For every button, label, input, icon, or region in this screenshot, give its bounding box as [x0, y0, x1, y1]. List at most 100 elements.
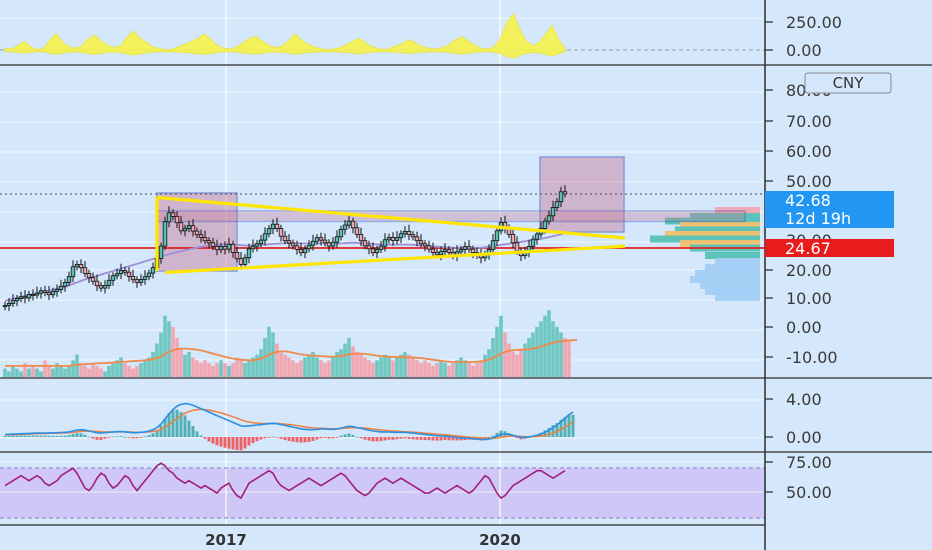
volume-bar: [559, 332, 563, 377]
candle: [174, 215, 180, 224]
candle: [206, 240, 212, 244]
macd-y-tick: 4.00: [786, 390, 822, 409]
volume-bar: [3, 368, 7, 377]
macd-histogram-bar: [551, 425, 555, 437]
macd-histogram-bar: [291, 437, 295, 442]
macd-histogram-bar: [335, 437, 339, 438]
volume-bar: [275, 343, 279, 377]
volume-bar: [423, 360, 427, 377]
x-tick-label: 2020: [479, 531, 521, 549]
volume-bar: [95, 365, 99, 377]
macd-histogram-bar: [131, 437, 135, 439]
macd-histogram-bar: [343, 434, 347, 437]
volume-bar: [487, 349, 491, 377]
candle: [558, 191, 564, 203]
range-box: [539, 156, 625, 233]
volume-bar: [319, 360, 323, 377]
volume-profile-bar: [705, 264, 760, 271]
macd-histogram-bar: [439, 437, 443, 441]
macd-histogram-bar: [383, 437, 387, 441]
macd-histogram-bar: [247, 437, 251, 446]
macd-histogram-bar: [287, 437, 291, 441]
candle: [158, 245, 164, 259]
macd-histogram-bar: [283, 437, 287, 441]
volume-bar: [287, 357, 291, 377]
candle: [490, 240, 496, 250]
macd-histogram-bar: [307, 437, 311, 442]
macd-histogram-bar: [327, 437, 331, 439]
macd-histogram-bar: [263, 437, 267, 439]
candle: [442, 249, 448, 252]
price-y-tick: 50.00: [786, 172, 832, 191]
candle: [54, 289, 60, 292]
candle: [218, 245, 224, 251]
candle: [462, 246, 468, 250]
macd-histogram-bar: [231, 437, 235, 450]
macd-histogram-bar: [11, 435, 15, 437]
candle: [554, 201, 560, 208]
volume-bar: [291, 360, 295, 377]
candle: [10, 300, 16, 304]
volume-bar: [503, 332, 507, 377]
price-y-tick: 60.00: [786, 142, 832, 161]
volume-bar: [71, 360, 75, 377]
candle: [238, 258, 244, 265]
candle: [74, 263, 80, 268]
candle: [70, 266, 76, 278]
candle: [210, 242, 216, 247]
macd-histogram-bar: [515, 437, 519, 438]
currency-label: CNY: [833, 74, 865, 92]
candle: [542, 220, 548, 229]
candle: [298, 248, 304, 254]
macd-histogram-bar: [7, 435, 11, 437]
volume-bar: [187, 351, 191, 377]
volume-bar: [247, 360, 251, 377]
candle: [58, 285, 64, 290]
candle: [250, 245, 256, 250]
macd-signal-line: [4, 408, 574, 440]
volume-bar: [387, 357, 391, 377]
rsi-y-tick: 50.00: [786, 483, 832, 502]
macd-histogram-bar: [387, 437, 391, 440]
macd-histogram-bar: [319, 437, 323, 439]
macd-histogram-bar: [191, 426, 195, 437]
volume-bar: [135, 365, 139, 377]
macd-histogram-bar: [35, 435, 39, 437]
oscillator-area: [4, 12, 566, 59]
macd-histogram-bar: [555, 423, 559, 437]
macd-histogram-bar: [571, 414, 575, 437]
candle: [366, 245, 372, 250]
volume-bar: [499, 315, 503, 377]
currency-box[interactable]: [804, 72, 892, 94]
volume-bar: [471, 365, 475, 377]
volume-profile-bar: [665, 217, 760, 225]
candle: [310, 240, 316, 246]
volume-bar: [355, 351, 359, 377]
macd-histogram-bar: [299, 437, 303, 443]
volume-bar: [431, 365, 435, 377]
macd-histogram-bar: [423, 437, 427, 441]
candle: [230, 243, 236, 253]
countdown-label: 12d 19h: [785, 209, 851, 228]
volume-bar: [415, 360, 419, 377]
macd-histogram-bar: [435, 437, 439, 441]
macd-histogram-bar: [3, 436, 7, 437]
macd-histogram-bar: [491, 435, 495, 437]
candle: [390, 236, 396, 241]
volume-bar: [219, 360, 223, 377]
candle: [66, 276, 72, 283]
volume-profile-bar: [675, 226, 760, 234]
volume-bar: [103, 371, 107, 377]
macd-histogram-bar: [339, 435, 343, 437]
volume-bar: [151, 351, 155, 377]
macd-histogram-bar: [199, 435, 203, 437]
candle: [346, 220, 352, 226]
candle: [534, 233, 540, 240]
macd-histogram-bar: [115, 436, 119, 438]
macd-histogram-bar: [375, 437, 379, 442]
macd-histogram-bar: [395, 437, 399, 440]
volume-bar: [475, 363, 479, 377]
macd-histogram-bar: [171, 410, 175, 437]
support-price-label: 24.67: [785, 239, 831, 258]
volume-bar: [427, 363, 431, 377]
